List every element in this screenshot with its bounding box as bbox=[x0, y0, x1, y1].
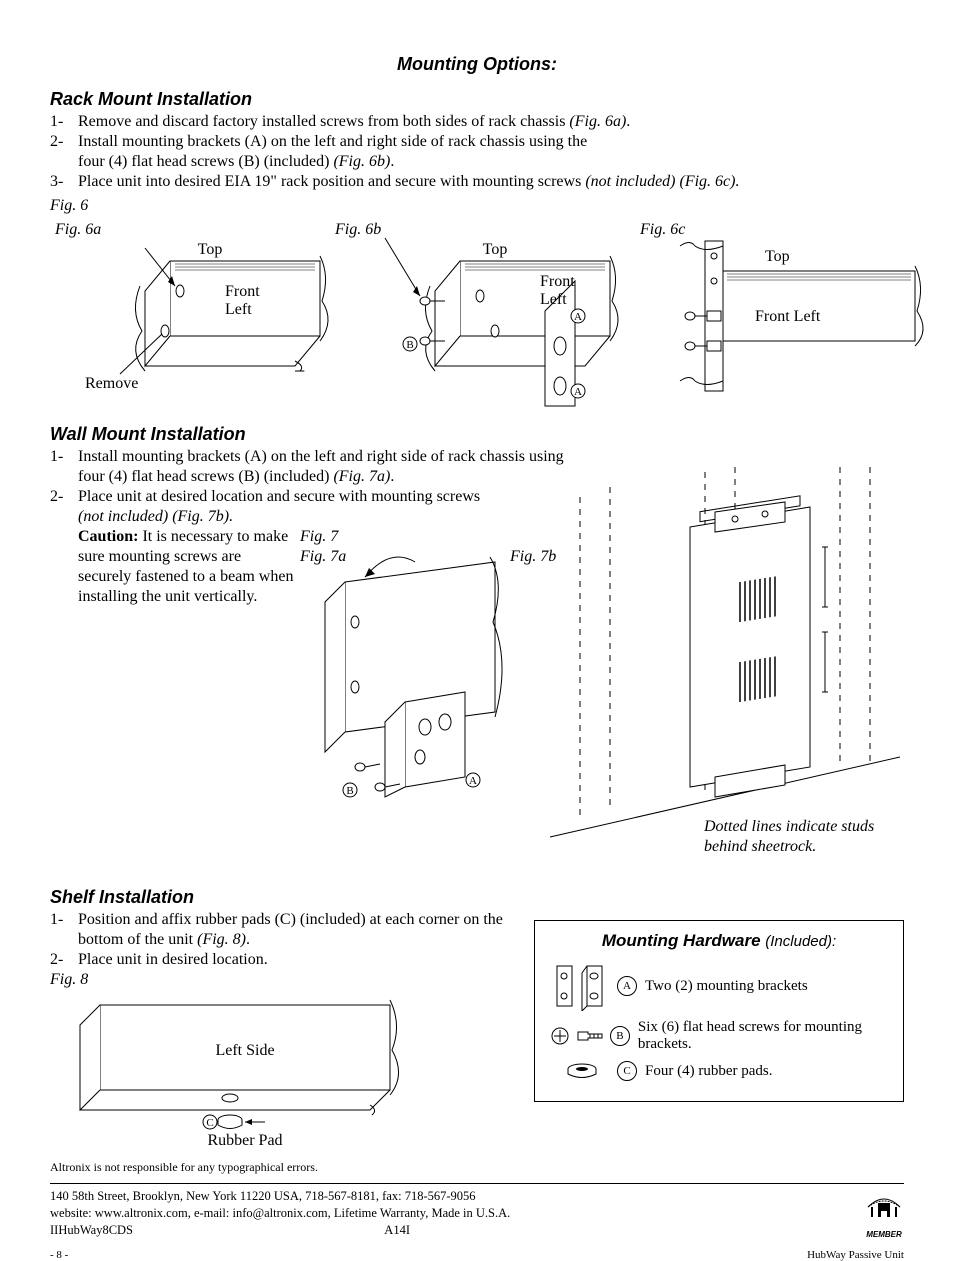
label-a: A bbox=[617, 976, 637, 996]
step-text: Install mounting brackets (A) on the lef… bbox=[78, 132, 587, 172]
pad-icon bbox=[547, 1061, 617, 1081]
step-text: Place unit in desired location. bbox=[78, 950, 268, 970]
step-num: 1- bbox=[50, 112, 78, 132]
top-label: Top bbox=[198, 241, 223, 258]
page-title: Mounting Options: bbox=[50, 54, 904, 75]
fig6-label: Fig. 6 bbox=[50, 196, 904, 216]
svg-text:Front: Front bbox=[540, 273, 575, 290]
fig6-row: Fig. 6a Top Front Left Remove bbox=[50, 216, 904, 406]
hardware-box: Mounting Hardware (Included): A Two (2) … bbox=[534, 920, 904, 1102]
step-num: 1- bbox=[50, 910, 78, 930]
step-num: 2- bbox=[50, 950, 78, 970]
page-number: - 8 - bbox=[50, 1249, 68, 1261]
fig7a-svg: B A bbox=[295, 542, 525, 822]
svg-text:Left Side: Left Side bbox=[215, 1042, 274, 1059]
hardware-text: Six (6) flat head screws for mounting br… bbox=[638, 1019, 891, 1053]
step-num: 3- bbox=[50, 172, 78, 192]
wall-mount-title: Wall Mount Installation bbox=[50, 424, 904, 445]
rack-mount-title: Rack Mount Installation bbox=[50, 89, 904, 110]
wall-caution: (not included) (Fig. 7b). Caution: It is… bbox=[78, 507, 298, 607]
svg-text:C: C bbox=[206, 1117, 213, 1129]
svg-text:A: A bbox=[574, 386, 582, 398]
svg-text:B: B bbox=[346, 785, 353, 797]
step-num: 1- bbox=[50, 447, 78, 467]
svg-text:B: B bbox=[406, 339, 413, 351]
svg-text:Rubber Pad: Rubber Pad bbox=[207, 1132, 282, 1149]
fig7b-svg bbox=[540, 467, 920, 867]
fig6c-label: Fig. 6c bbox=[639, 221, 685, 238]
fig8-label: Fig. 8 bbox=[50, 970, 520, 990]
hardware-item: C Four (4) rubber pads. bbox=[547, 1061, 891, 1081]
footer-address: 140 58th Street, Brooklyn, New York 1122… bbox=[50, 1188, 510, 1239]
page: Mounting Options: Rack Mount Installatio… bbox=[0, 0, 954, 1235]
hardware-item: A Two (2) mounting brackets bbox=[547, 961, 891, 1011]
page-footer: - 8 - HubWay Passive Unit bbox=[50, 1249, 904, 1261]
fig8-svg: Left Side C Rubber Pad bbox=[50, 990, 430, 1150]
step-num: 2- bbox=[50, 487, 78, 507]
hardware-title: Mounting Hardware (Included): bbox=[547, 931, 891, 951]
shelf-title: Shelf Installation bbox=[50, 887, 904, 908]
svg-text:A: A bbox=[574, 311, 582, 323]
step-text: Place unit at desired location and secur… bbox=[78, 487, 480, 507]
hardware-item: B Six (6) flat head screws for mounting … bbox=[547, 1019, 891, 1053]
step-num: 2- bbox=[50, 132, 78, 152]
footer-divider: 140 58th Street, Brooklyn, New York 1122… bbox=[50, 1183, 904, 1239]
fig6c-svg: Fig. 6c Top Front Left bbox=[635, 216, 935, 406]
step-text: Position and affix rubber pads (C) (incl… bbox=[78, 910, 520, 950]
fig6b-label: Fig. 6b bbox=[334, 221, 381, 238]
svg-text:Top: Top bbox=[765, 248, 790, 265]
label-c: C bbox=[617, 1061, 637, 1081]
hardware-text: Two (2) mounting brackets bbox=[645, 978, 808, 995]
disclaimer: Altronix is not responsible for any typo… bbox=[50, 1159, 904, 1175]
front-label: Front bbox=[225, 283, 260, 300]
step-text: Place unit into desired EIA 19" rack pos… bbox=[78, 172, 739, 192]
step-text: Install mounting brackets (A) on the lef… bbox=[78, 447, 564, 487]
member-logo: MEMBER bbox=[864, 1189, 904, 1239]
rack-steps: 1- Remove and discard factory installed … bbox=[50, 112, 904, 192]
svg-text:Front Left: Front Left bbox=[755, 308, 821, 325]
stud-note: Dotted lines indicate studs behind sheet… bbox=[704, 817, 904, 857]
wall-steps: 1- Install mounting brackets (A) on the … bbox=[50, 447, 590, 507]
svg-text:A: A bbox=[469, 775, 477, 787]
fig6b-svg: Fig. 6b Top Front Left bbox=[330, 216, 630, 416]
shelf-steps: 1- Position and affix rubber pads (C) (i… bbox=[50, 910, 520, 970]
remove-label: Remove bbox=[85, 375, 138, 392]
svg-text:Top: Top bbox=[483, 241, 508, 258]
hardware-text: Four (4) rubber pads. bbox=[645, 1063, 772, 1080]
bracket-icon bbox=[547, 961, 617, 1011]
label-b: B bbox=[610, 1026, 630, 1046]
product-name: HubWay Passive Unit bbox=[807, 1249, 904, 1261]
screw-icon bbox=[547, 1024, 610, 1048]
svg-text:Left: Left bbox=[540, 291, 567, 308]
step-text: Remove and discard factory installed scr… bbox=[78, 112, 630, 132]
fig6a-label: Fig. 6a bbox=[54, 221, 101, 238]
fig6a-svg: Fig. 6a Top Front Left Remove bbox=[50, 216, 340, 406]
left-label: Left bbox=[225, 301, 252, 318]
